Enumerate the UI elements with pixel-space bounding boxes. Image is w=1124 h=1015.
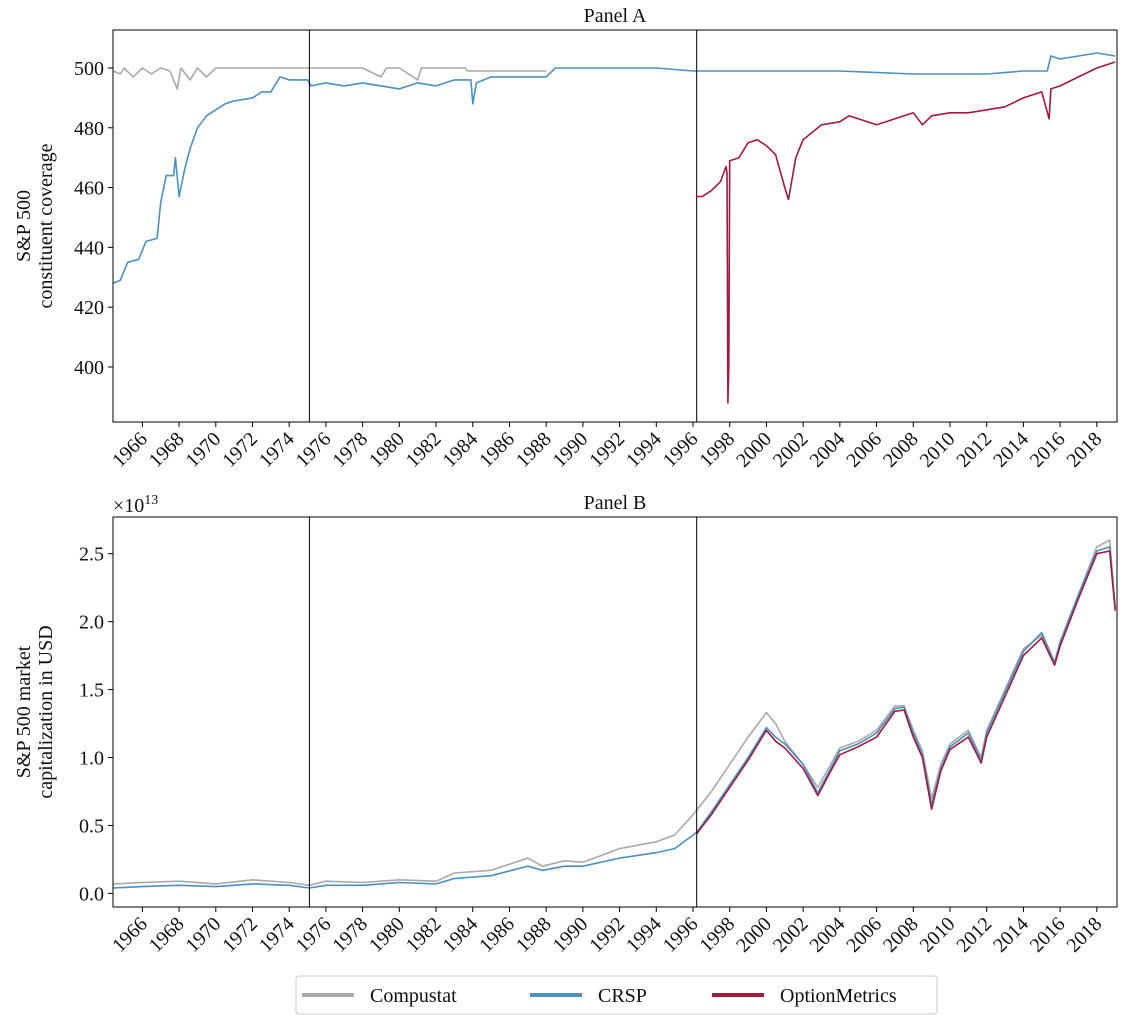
- plot-area: [113, 30, 1116, 422]
- x-tick-label: 1984: [438, 913, 482, 957]
- x-tick-label: 1990: [549, 913, 593, 957]
- x-tick-label: 2002: [769, 913, 813, 957]
- scale-base: ×10: [113, 495, 144, 517]
- x-tick-label: 2004: [806, 428, 850, 472]
- y-tick-label: 480: [74, 118, 104, 140]
- data-line: [113, 67, 547, 90]
- x-tick-label: 1984: [438, 428, 482, 472]
- x-tick-label: 1988: [512, 913, 556, 957]
- plot-frame: [112, 516, 1118, 908]
- x-tick-label: 2014: [989, 428, 1033, 472]
- x-tick-label: 2008: [879, 428, 923, 472]
- y-tick-label: 500: [74, 58, 104, 80]
- x-tick-label: 2008: [879, 913, 923, 957]
- x-tick-label: 1980: [365, 913, 409, 957]
- x-tick-label: 1980: [365, 428, 409, 472]
- x-tick-label: 1992: [585, 913, 629, 957]
- y-tick-label: 400: [74, 357, 104, 379]
- legend-box: [295, 975, 938, 1015]
- x-tick-label: 1972: [218, 428, 262, 472]
- data-line: [113, 539, 1116, 887]
- x-tick-label: 1974: [255, 428, 299, 472]
- legend-label: CRSP: [598, 985, 647, 1007]
- x-tick-label: 1976: [292, 913, 336, 957]
- legend-label: OptionMetrics: [780, 985, 897, 1007]
- x-tick-label: 1982: [402, 428, 446, 472]
- x-tick-label: 1968: [145, 428, 189, 472]
- data-line: [113, 52, 1116, 285]
- x-tick-label: 1988: [512, 428, 556, 472]
- y-tick-label: 420: [74, 297, 104, 319]
- x-tick-label: 2010: [916, 913, 960, 957]
- x-tick-label: 1966: [108, 428, 152, 472]
- x-tick-label: 1986: [475, 428, 519, 472]
- y-tick-label: 1.0: [79, 748, 104, 770]
- x-tick-label: 1966: [108, 913, 152, 957]
- y-axis-label: capitalization in USD: [35, 625, 57, 798]
- x-tick-label: 1986: [475, 913, 519, 957]
- x-tick-label: 1976: [292, 428, 336, 472]
- x-tick-label: 2002: [769, 428, 813, 472]
- x-tick-label: 2000: [732, 913, 776, 957]
- scale-exponent: 13: [144, 493, 158, 508]
- x-tick-label: 2016: [1026, 428, 1070, 472]
- x-tick-label: 2018: [1063, 428, 1107, 472]
- x-tick-label: 2006: [842, 428, 886, 472]
- x-tick-label: 2012: [952, 913, 996, 957]
- panel-title: Panel A: [584, 5, 647, 27]
- x-tick-label: 1990: [549, 428, 593, 472]
- x-tick-label: 1998: [695, 428, 739, 472]
- x-tick-label: 1992: [585, 428, 629, 472]
- x-tick-label: 2016: [1026, 913, 1070, 957]
- y-axis-label: S&P 500 market: [13, 645, 35, 778]
- y-tick-label: 0.0: [79, 883, 104, 905]
- x-tick-label: 1996: [659, 428, 703, 472]
- x-tick-label: 1972: [218, 913, 262, 957]
- y-tick-label: 1.5: [79, 680, 104, 702]
- legend-label: Compustat: [370, 985, 457, 1007]
- x-tick-label: 1978: [328, 913, 372, 957]
- x-tick-label: 2006: [842, 913, 886, 957]
- x-tick-label: 1994: [622, 913, 666, 957]
- y-tick-label: 2.0: [79, 612, 104, 634]
- x-tick-label: 1998: [695, 913, 739, 957]
- x-tick-label: 1974: [255, 913, 299, 957]
- x-tick-label: 1978: [328, 428, 372, 472]
- x-tick-label: 1982: [402, 913, 446, 957]
- plot-frame: [112, 29, 1118, 423]
- x-tick-label: 1996: [659, 913, 703, 957]
- y-tick-label: 440: [74, 237, 104, 259]
- x-tick-label: 2012: [952, 428, 996, 472]
- x-tick-label: 1968: [145, 913, 189, 957]
- y-axis-label: S&P 500: [13, 190, 35, 262]
- y-tick-label: 460: [74, 178, 104, 200]
- x-tick-label: 1970: [181, 428, 225, 472]
- x-tick-label: 2000: [732, 428, 776, 472]
- y-axis-label: constituent coverage: [35, 143, 57, 308]
- x-tick-label: 1970: [181, 913, 225, 957]
- x-tick-label: 2018: [1063, 913, 1107, 957]
- data-line: [696, 550, 1116, 835]
- data-line: [696, 61, 1116, 404]
- plot-area: [113, 517, 1116, 907]
- x-tick-label: 2010: [916, 428, 960, 472]
- data-line: [113, 546, 1116, 889]
- x-tick-label: 2014: [989, 913, 1033, 957]
- y-tick-label: 0.5: [79, 815, 104, 837]
- x-tick-label: 2004: [806, 913, 850, 957]
- y-scale-offset: ×1013: [113, 493, 158, 517]
- panel-title: Panel B: [584, 492, 647, 514]
- y-tick-label: 2.5: [79, 544, 104, 566]
- x-tick-label: 1994: [622, 428, 666, 472]
